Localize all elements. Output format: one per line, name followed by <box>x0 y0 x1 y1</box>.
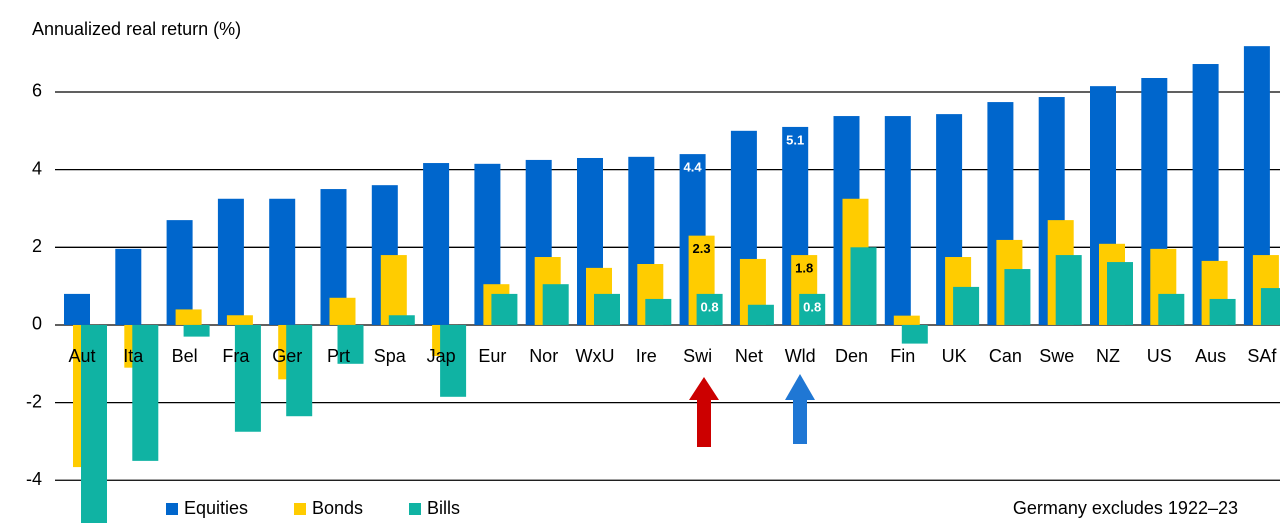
bar <box>132 324 159 461</box>
legend-swatch <box>294 503 306 515</box>
value-label: 4.4 <box>684 160 703 175</box>
x-tick-label: Wld <box>785 346 816 366</box>
bar <box>380 255 407 325</box>
value-label: 1.8 <box>795 261 813 276</box>
bar <box>64 293 90 325</box>
bars <box>64 46 1280 523</box>
x-tick-label: Jap <box>427 346 456 366</box>
arrow-swi <box>689 377 719 447</box>
y-axis-title: Annualized real return (%) <box>32 19 241 39</box>
bar <box>901 324 928 344</box>
bar <box>440 324 467 397</box>
y-tick-label: 6 <box>32 81 42 101</box>
x-tick-label: SAf <box>1247 346 1277 366</box>
bar <box>645 298 672 325</box>
bar <box>491 293 518 325</box>
bar <box>884 116 911 325</box>
y-tick-label: -2 <box>26 391 42 411</box>
bar <box>81 324 107 523</box>
bar <box>286 324 313 417</box>
bar <box>183 324 210 337</box>
x-tick-label: UK <box>942 346 967 366</box>
bar <box>1004 269 1031 325</box>
x-tick-label: Aus <box>1195 346 1226 366</box>
bar <box>799 293 826 325</box>
bar <box>388 315 415 325</box>
bar <box>542 284 569 325</box>
y-tick-label: -4 <box>26 469 42 489</box>
legend-swatch <box>166 503 178 515</box>
value-label: 2.3 <box>693 241 711 256</box>
x-tick-label: Swi <box>683 346 712 366</box>
bar <box>234 324 261 432</box>
x-tick-label: Fin <box>890 346 915 366</box>
bar <box>893 315 920 325</box>
legend-label: Bonds <box>312 498 363 518</box>
bar <box>166 220 193 325</box>
x-tick-label: Den <box>835 346 868 366</box>
x-tick-label: Fra <box>222 346 250 366</box>
bar <box>226 315 253 325</box>
legend-label: Bills <box>427 498 460 518</box>
x-tick-label: Prt <box>327 346 350 366</box>
bar <box>594 293 620 325</box>
labels: Aut Ita Bel Fra Ger Prt Spa Jap Eur Nor WxU Ire 4.4 2… <box>68 132 1277 365</box>
bar <box>1107 262 1133 325</box>
y-tick-label: 0 <box>32 314 42 334</box>
bar <box>1260 288 1280 325</box>
value-label: 0.8 <box>803 299 821 314</box>
bar <box>269 198 296 325</box>
bar <box>423 163 450 325</box>
x-tick-label: Ita <box>123 346 144 366</box>
bar <box>115 248 142 325</box>
bar <box>1158 293 1185 325</box>
x-tick-label: Can <box>989 346 1022 366</box>
bar <box>1209 298 1236 325</box>
x-tick-label: Aut <box>68 346 95 366</box>
bar <box>329 297 356 325</box>
bar <box>850 247 877 325</box>
legend-swatch <box>409 503 421 515</box>
x-tick-label: NZ <box>1096 346 1120 366</box>
x-tick-label: Net <box>735 346 763 366</box>
x-tick-label: Bel <box>172 346 198 366</box>
x-tick-label: Nor <box>529 346 558 366</box>
x-tick-label: Ire <box>636 346 657 366</box>
value-label: 0.8 <box>701 299 719 314</box>
x-tick-label: Ger <box>272 346 302 366</box>
y-tick-label: 4 <box>32 158 42 178</box>
y-tick-label: 2 <box>32 236 42 256</box>
bar <box>696 293 723 325</box>
bar <box>217 198 244 325</box>
bar <box>1055 255 1082 325</box>
x-tick-label: Swe <box>1039 346 1074 366</box>
legend: Equities Bonds Bills <box>166 498 460 518</box>
bar <box>337 324 364 364</box>
x-tick-label: US <box>1147 346 1172 366</box>
bar <box>175 309 202 325</box>
bar <box>953 286 980 325</box>
legend-label: Equities <box>184 498 248 518</box>
x-tick-label: WxU <box>576 346 615 366</box>
bar <box>747 304 774 325</box>
x-tick-label: Spa <box>374 346 407 366</box>
note: Germany excludes 1922–23 <box>1013 498 1238 518</box>
x-tick-label: Eur <box>478 346 506 366</box>
value-label: 5.1 <box>786 132 804 147</box>
arrow-wld <box>785 374 815 444</box>
